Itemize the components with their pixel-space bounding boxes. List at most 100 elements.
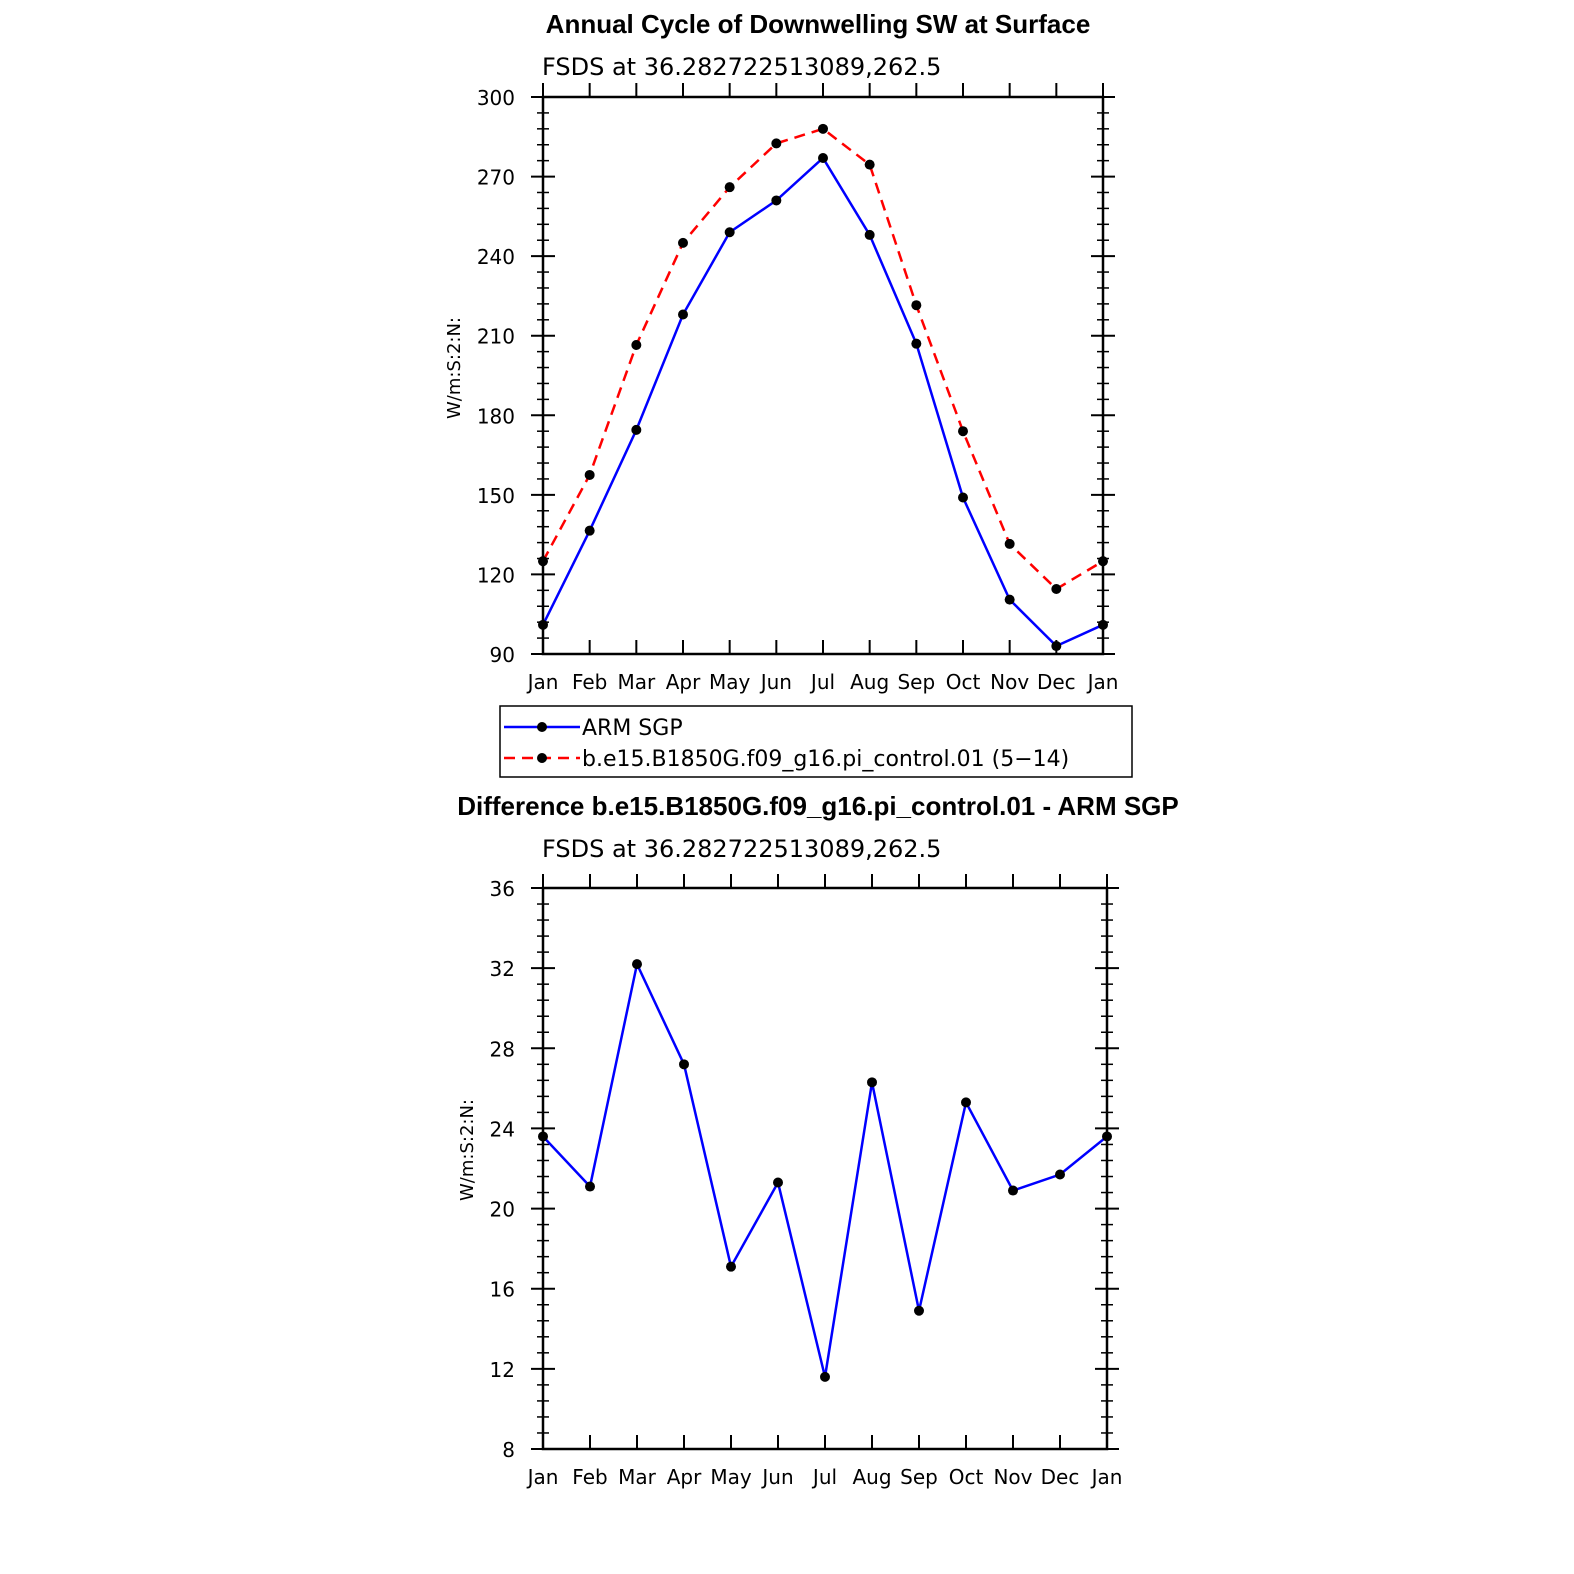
data-point [961, 1097, 971, 1108]
legend: ARM SGP b.e15.B1850G.f09_g16.pi_control.… [499, 705, 1133, 778]
data-point [1051, 584, 1062, 595]
series-line [541, 156, 1104, 648]
data-point [1004, 538, 1015, 549]
data-point [631, 424, 642, 435]
data-point [1098, 619, 1108, 630]
data-point [678, 309, 688, 320]
data-point [864, 159, 875, 170]
x-tick-label: Nov [990, 670, 1029, 694]
legend-box [499, 705, 1133, 778]
data-point [1055, 1169, 1065, 1180]
y-tick-label: 8 [502, 1438, 515, 1462]
x-tick-label: May [710, 1465, 752, 1489]
data-point [773, 1177, 783, 1188]
data-point [724, 227, 735, 238]
y-tick-label: 28 [490, 1037, 515, 1061]
data-point [911, 300, 922, 311]
x-tick-label: Jan [1090, 1465, 1123, 1489]
x-tick-label: Jul [811, 1465, 837, 1489]
y-tick-label: 300 [477, 86, 515, 110]
data-point [1008, 1185, 1018, 1196]
x-tick-label: Mar [617, 670, 656, 694]
y-tick-label: 180 [477, 404, 515, 428]
x-tick-label: Oct [946, 670, 981, 694]
data-point [538, 556, 548, 567]
x-tick-label: Jun [759, 670, 792, 694]
x-tick-label: Sep [897, 670, 935, 694]
series-line [541, 127, 1104, 591]
x-tick-label: Aug [852, 1465, 891, 1489]
plot-frame [541, 886, 1109, 1451]
data-point [867, 1077, 877, 1088]
y-axis-label: W/m:S:2:N: [444, 317, 465, 419]
difference-chart: Difference b.e15.B1850G.f09_g16.pi_contr… [457, 791, 1179, 1489]
y-tick-label: 120 [477, 563, 515, 587]
x-tick-label: Feb [572, 1465, 607, 1489]
data-point [914, 1305, 924, 1316]
data-point [631, 339, 642, 350]
data-point [585, 1181, 595, 1192]
data-point [678, 237, 688, 248]
y-tick-label: 240 [477, 245, 515, 269]
data-point [864, 229, 875, 240]
y-tick-label: 270 [477, 166, 515, 190]
y-tick-label: 36 [490, 877, 515, 901]
x-tick-label: Dec [1037, 670, 1076, 694]
chart-title: Annual Cycle of Downwelling SW at Surfac… [546, 9, 1091, 39]
data-point [820, 1371, 830, 1382]
data-point [1004, 594, 1015, 605]
data-point [632, 959, 642, 970]
y-axis-label: W/m:S:2:N: [457, 1099, 478, 1201]
data-point [1102, 1131, 1112, 1142]
x-tick-label: Jan [526, 1465, 559, 1489]
data-point [958, 492, 968, 503]
data-point [679, 1059, 689, 1070]
y-tick-label: 150 [477, 484, 515, 508]
x-tick-label: Dec [1041, 1465, 1080, 1489]
y-tick-label: 16 [490, 1278, 515, 1302]
y-tick-label: 12 [490, 1358, 515, 1382]
data-point [584, 525, 595, 536]
x-tick-label: Jul [809, 670, 835, 694]
data-point [958, 426, 968, 437]
x-tick-label: Sep [900, 1465, 938, 1489]
y-tick-label: 20 [490, 1198, 515, 1222]
chart-subtitle: FSDS at 36.282722513089,262.5 [542, 53, 941, 81]
annual-cycle-chart: Annual Cycle of Downwelling SW at Surfac… [444, 9, 1118, 694]
data-point [1051, 641, 1062, 652]
data-point [584, 469, 595, 480]
y-tick-label: 210 [477, 325, 515, 349]
legend-swatch-marker [537, 722, 547, 732]
legend-label: b.e15.B1850G.f09_g16.pi_control.01 (5−14… [582, 747, 1069, 772]
legend-swatch-marker [537, 753, 547, 763]
plot-frame [541, 95, 1105, 656]
data-point [1098, 556, 1108, 567]
x-tick-label: Jan [526, 670, 559, 694]
x-tick-label: Feb [572, 670, 607, 694]
legend-entry: b.e15.B1850G.f09_g16.pi_control.01 (5−14… [504, 747, 1069, 772]
x-tick-label: Apr [667, 1465, 702, 1489]
data-point [726, 1261, 736, 1272]
legend-label: ARM SGP [582, 716, 683, 741]
x-tick-label: Apr [666, 670, 701, 694]
y-tick-label: 24 [490, 1117, 515, 1141]
x-tick-label: Mar [618, 1465, 657, 1489]
x-tick-label: Jan [1086, 670, 1119, 694]
data-point [771, 138, 782, 149]
chart-title: Difference b.e15.B1850G.f09_g16.pi_contr… [457, 791, 1179, 821]
x-tick-label: Aug [850, 670, 889, 694]
data-point [538, 619, 548, 630]
x-tick-label: Oct [949, 1465, 984, 1489]
data-point [538, 1131, 548, 1142]
y-tick-label: 32 [490, 957, 515, 981]
x-tick-label: Jun [760, 1465, 793, 1489]
data-point [724, 182, 735, 193]
y-tick-label: 90 [490, 643, 515, 667]
chart-subtitle: FSDS at 36.282722513089,262.5 [542, 835, 941, 863]
series-line [542, 960, 1108, 1378]
data-point [771, 195, 782, 206]
data-point [818, 153, 828, 164]
x-tick-label: May [709, 670, 751, 694]
data-point [818, 123, 828, 134]
